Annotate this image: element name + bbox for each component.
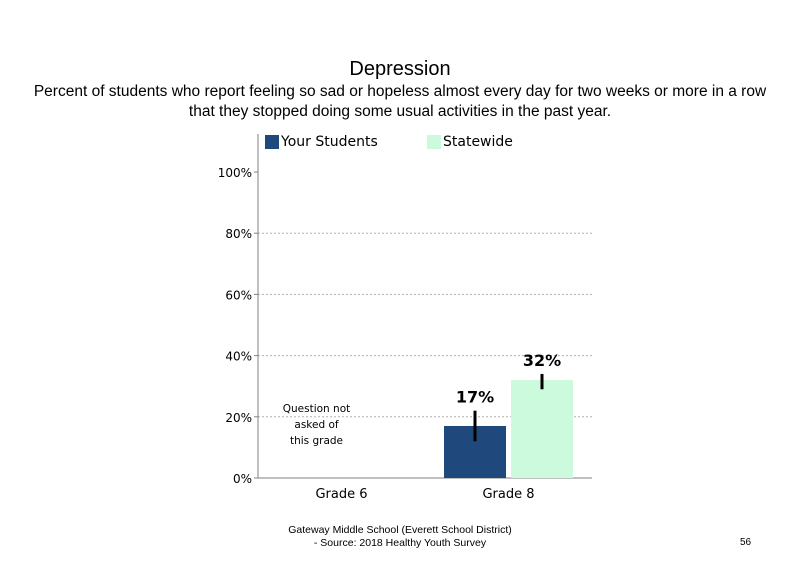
y-tick-label: 80% — [225, 227, 252, 241]
legend-item-your-students: Your Students — [265, 133, 378, 151]
y-tick-label: 60% — [225, 288, 252, 302]
bar — [511, 380, 573, 478]
legend-item-statewide: Statewide — [427, 133, 513, 151]
legend-label-your-students: Your Students — [281, 134, 378, 150]
y-tick-label: 100% — [218, 166, 252, 180]
footer-source: - Source: 2018 Healthy Youth Survey — [313, 537, 487, 549]
not-asked-annotation: this grade — [290, 435, 343, 447]
footer-school: Gateway Middle School (Everett School Di… — [288, 524, 512, 536]
not-asked-annotation: Question not — [283, 403, 351, 415]
x-tick-label: Grade 6 — [315, 487, 367, 502]
page-number: 56 — [740, 537, 752, 548]
legend-label-statewide: Statewide — [443, 134, 513, 150]
footer: Gateway Middle School (Everett School Di… — [250, 524, 550, 550]
data-label: 32% — [523, 351, 561, 370]
x-tick-label: Grade 8 — [482, 487, 534, 502]
legend-swatch-statewide — [427, 135, 441, 149]
y-tick-label: 40% — [225, 350, 252, 364]
y-tick-label: 20% — [225, 411, 252, 425]
chart-subtitle: Percent of students who report feeling s… — [33, 83, 767, 120]
legend-swatch-your-students — [265, 135, 279, 149]
chart-title: Depression — [349, 58, 451, 80]
data-label: 17% — [456, 388, 494, 407]
not-asked-annotation: asked of — [294, 419, 338, 431]
y-tick-label: 0% — [233, 472, 252, 486]
